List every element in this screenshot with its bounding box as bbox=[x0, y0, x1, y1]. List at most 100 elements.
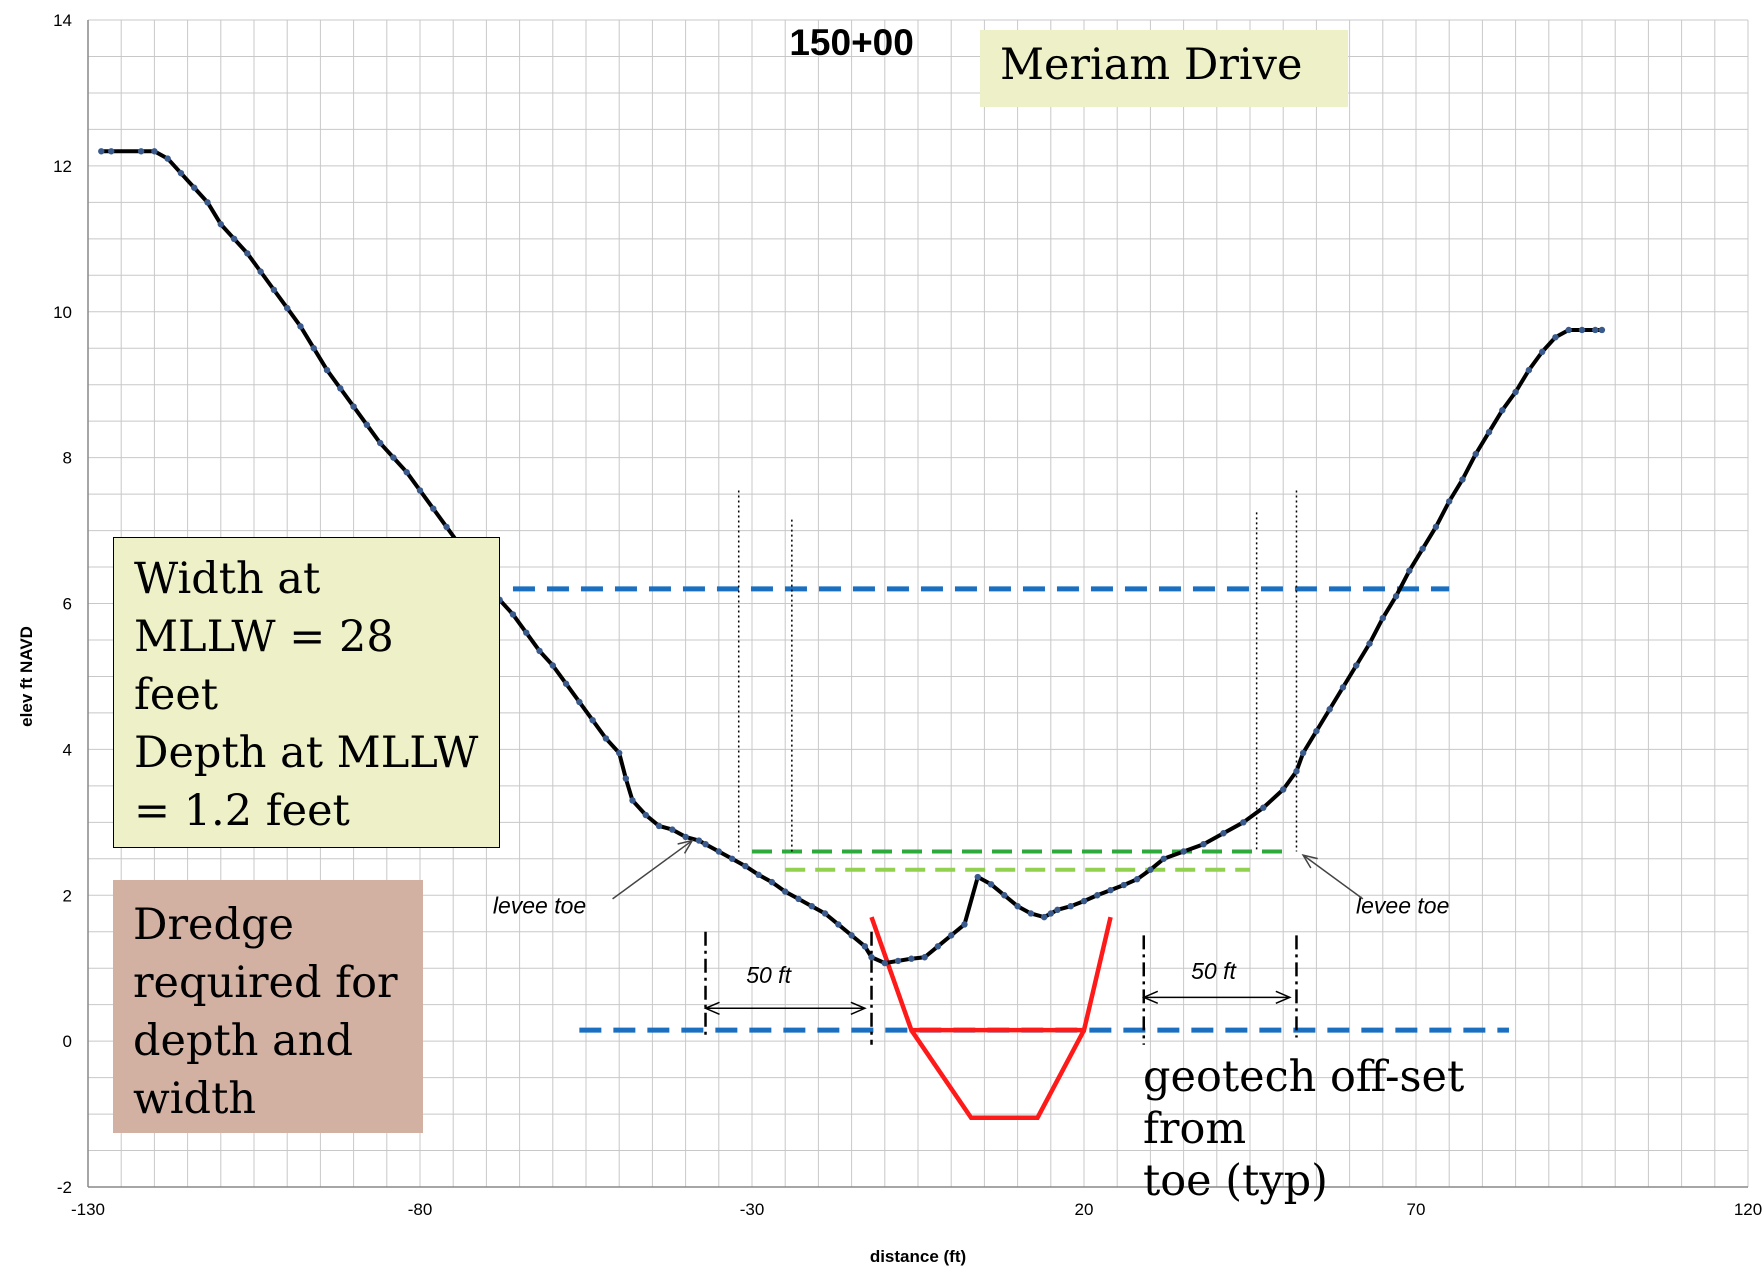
profile-point bbox=[562, 680, 570, 687]
profile-point bbox=[1459, 476, 1466, 483]
profile-point bbox=[137, 148, 145, 155]
profile-point bbox=[987, 881, 995, 888]
profile-point bbox=[1260, 804, 1267, 811]
profile-point bbox=[629, 797, 636, 804]
profile-point bbox=[430, 505, 437, 512]
profile-point bbox=[509, 611, 517, 618]
levee-toe-arrow-left bbox=[612, 839, 693, 900]
profile-point bbox=[270, 286, 278, 294]
width-callout-line: MLLW = 28 bbox=[134, 612, 394, 662]
profile-point bbox=[98, 148, 105, 155]
profile-point bbox=[848, 932, 855, 939]
chart-axes: -130 -80 -30 20 70 120 -2 0 2 4 6 8 10 12 14 distance (… bbox=[17, 11, 1762, 1266]
profile-point bbox=[1578, 326, 1586, 334]
profile-point bbox=[768, 878, 776, 886]
profile-point bbox=[337, 385, 344, 392]
y-tick-label: 12 bbox=[53, 157, 72, 176]
profile-point bbox=[589, 717, 596, 724]
profile-point bbox=[230, 235, 238, 243]
profile-point bbox=[861, 943, 869, 950]
levee-toe-arrow-right-head bbox=[1301, 853, 1318, 869]
x-tick-label: -130 bbox=[71, 1200, 105, 1219]
x-tick-label: -30 bbox=[740, 1200, 765, 1219]
profile-point bbox=[536, 647, 543, 655]
profile-point bbox=[1147, 866, 1154, 873]
x-tick-label: 120 bbox=[1734, 1200, 1762, 1219]
profile-point bbox=[728, 855, 736, 862]
x-axis-title: distance (ft) bbox=[870, 1247, 966, 1266]
dredge-callout-line: Dredge bbox=[133, 900, 294, 950]
x-tick-label: -80 bbox=[408, 1200, 433, 1219]
dredge-callout-line: depth and bbox=[133, 1016, 353, 1066]
profile-point bbox=[1432, 523, 1440, 531]
x-tick-label: 20 bbox=[1075, 1200, 1094, 1219]
offset-arrow-head bbox=[850, 1001, 867, 1015]
profile-point bbox=[244, 250, 251, 257]
offset-label: 50 ft bbox=[1191, 958, 1237, 984]
profile-point bbox=[616, 749, 623, 757]
profile-point bbox=[403, 469, 410, 476]
y-tick-label: -2 bbox=[57, 1178, 72, 1197]
y-tick-label: 8 bbox=[63, 449, 72, 468]
dredge-template-outline bbox=[869, 916, 1113, 1033]
profile-point bbox=[1406, 567, 1413, 574]
y-axis-title: elev ft NAVD bbox=[17, 626, 36, 727]
profile-point bbox=[1107, 886, 1114, 894]
profile-point bbox=[655, 822, 663, 830]
profile-point bbox=[1472, 450, 1479, 458]
geotech-note-line: toe (typ) bbox=[1143, 1156, 1328, 1206]
profile-point bbox=[310, 345, 317, 352]
street-name-label: Meriam Drive bbox=[980, 30, 1348, 107]
profile-point bbox=[808, 902, 815, 910]
profile-point bbox=[390, 454, 397, 461]
dredge-callout-line: required for bbox=[133, 958, 398, 1008]
profile-point bbox=[1080, 897, 1088, 905]
offset-arrow-head bbox=[1141, 990, 1159, 1005]
width-callout-line: = 1.2 feet bbox=[134, 786, 350, 836]
profile-point bbox=[669, 826, 676, 833]
profile-point bbox=[821, 910, 829, 917]
levee-toe-arrow-left-head bbox=[677, 839, 694, 854]
y-tick-label: 10 bbox=[53, 303, 72, 322]
profile-point bbox=[1180, 848, 1187, 855]
profile-point bbox=[961, 921, 968, 928]
profile-point bbox=[1485, 428, 1493, 436]
profile-point bbox=[1592, 326, 1599, 334]
profile-point bbox=[934, 943, 942, 950]
dredge-template-bottom bbox=[909, 1028, 1086, 1120]
chart-series bbox=[98, 148, 1606, 967]
profile-point bbox=[1040, 913, 1048, 921]
profile-point bbox=[363, 421, 371, 429]
profile-point bbox=[1353, 662, 1360, 669]
profile-point bbox=[1067, 902, 1074, 910]
profile-point bbox=[1598, 326, 1606, 334]
dredge-callout: Dredge required for depth and width bbox=[113, 880, 423, 1133]
profile-point bbox=[1094, 892, 1101, 899]
profile-point bbox=[1014, 902, 1021, 910]
profile-point bbox=[715, 848, 722, 855]
width-callout-line: Width at bbox=[134, 554, 321, 604]
offset-label: 50 ft bbox=[746, 962, 792, 988]
profile-point bbox=[1499, 407, 1506, 414]
y-tick-label: 0 bbox=[63, 1032, 72, 1051]
profile-point bbox=[1379, 614, 1387, 622]
profile-point bbox=[284, 304, 291, 312]
width-callout-line: feet bbox=[134, 670, 219, 720]
profile-point bbox=[1240, 819, 1247, 826]
profile-point bbox=[908, 955, 915, 962]
profile-point bbox=[894, 957, 902, 965]
profile-point bbox=[1047, 910, 1055, 917]
x-tick-label: 70 bbox=[1407, 1200, 1426, 1219]
profile-point bbox=[1326, 706, 1333, 713]
chart-labels: 50 ft 50 ft levee toe levee toe bbox=[493, 839, 1449, 988]
profile-point bbox=[682, 833, 689, 841]
profile-point bbox=[1512, 388, 1519, 396]
profile-point bbox=[835, 921, 842, 928]
profile-point bbox=[1339, 684, 1347, 691]
y-tick-label: 4 bbox=[63, 740, 72, 759]
offset-arrow-head bbox=[703, 1001, 720, 1015]
profile-point bbox=[323, 366, 331, 374]
profile-point bbox=[443, 523, 450, 531]
profile-point bbox=[297, 323, 304, 330]
chart-title: 150+00 bbox=[789, 22, 914, 63]
